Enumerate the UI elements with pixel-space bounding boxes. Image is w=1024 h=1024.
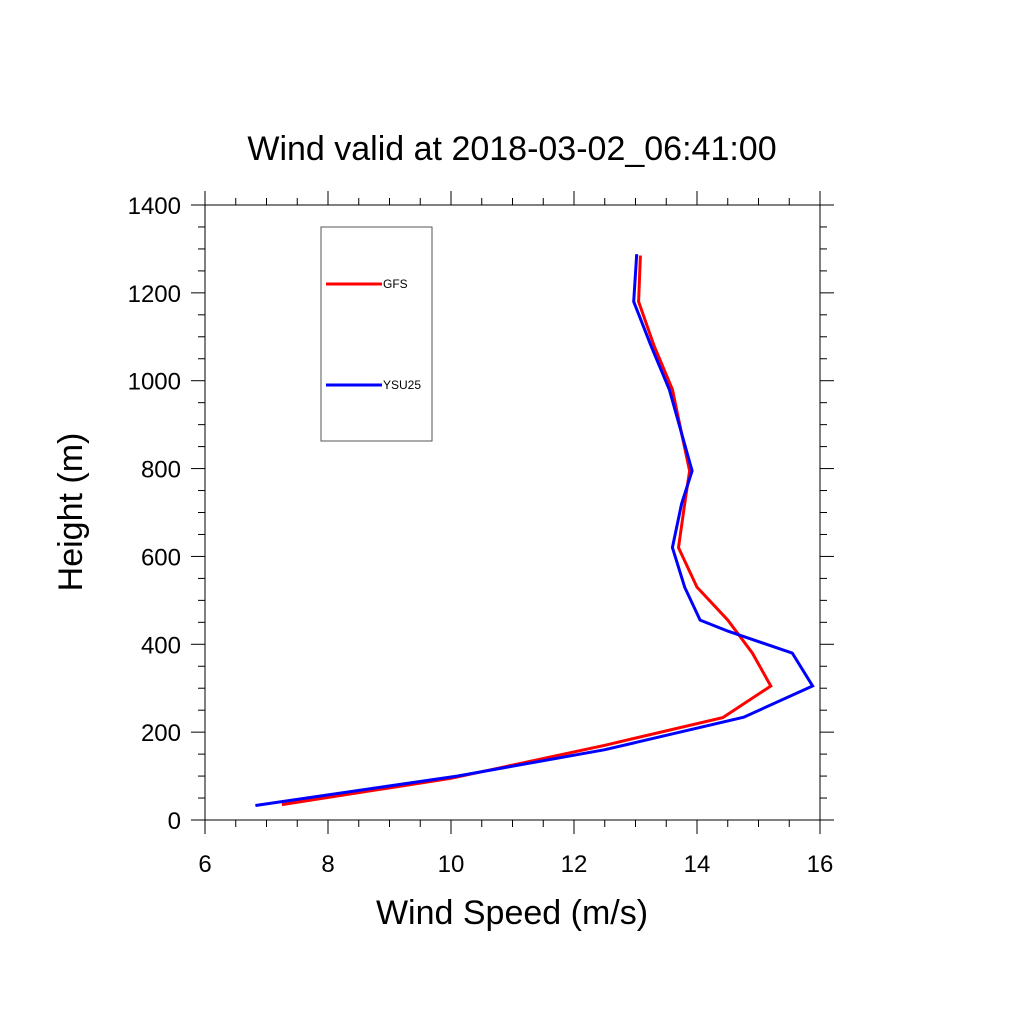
y-tick-label: 600: [141, 544, 181, 571]
y-tick-label: 400: [141, 632, 181, 659]
x-tick-label: 12: [561, 851, 588, 878]
y-tick-label: 800: [141, 457, 181, 484]
y-tick-label: 1200: [128, 281, 181, 308]
series-line-ysu25: [255, 254, 815, 807]
y-tick-label: 1400: [128, 193, 181, 220]
x-tick-label: 6: [198, 851, 211, 878]
y-tick-label: 0: [168, 808, 181, 835]
chart-title: Wind valid at 2018-03-02_06:41:00: [247, 130, 776, 168]
x-tick-label: 14: [684, 851, 711, 878]
series-layer: [255, 254, 815, 807]
x-axis-label: Wind Speed (m/s): [376, 894, 648, 932]
y-axis-label: Height (m): [52, 433, 90, 592]
y-tick-label: 1000: [128, 369, 181, 396]
x-tick-label: 16: [807, 851, 834, 878]
x-tick-label: 10: [438, 851, 465, 878]
x-tick-label: 8: [321, 851, 334, 878]
legend-label-gfs: GFS: [383, 277, 408, 291]
x-axis-ticks: 6 8 10 12 14 16: [198, 191, 833, 878]
y-tick-label: 200: [141, 720, 181, 747]
y-axis-ticks: 0 200 400 600 800 1000 1200 1400: [128, 193, 834, 835]
legend: GFS YSU25: [320, 226, 433, 442]
legend-box: [320, 226, 433, 442]
legend-label-ysu25: YSU25: [383, 378, 421, 392]
series-line-gfs: [281, 255, 773, 807]
